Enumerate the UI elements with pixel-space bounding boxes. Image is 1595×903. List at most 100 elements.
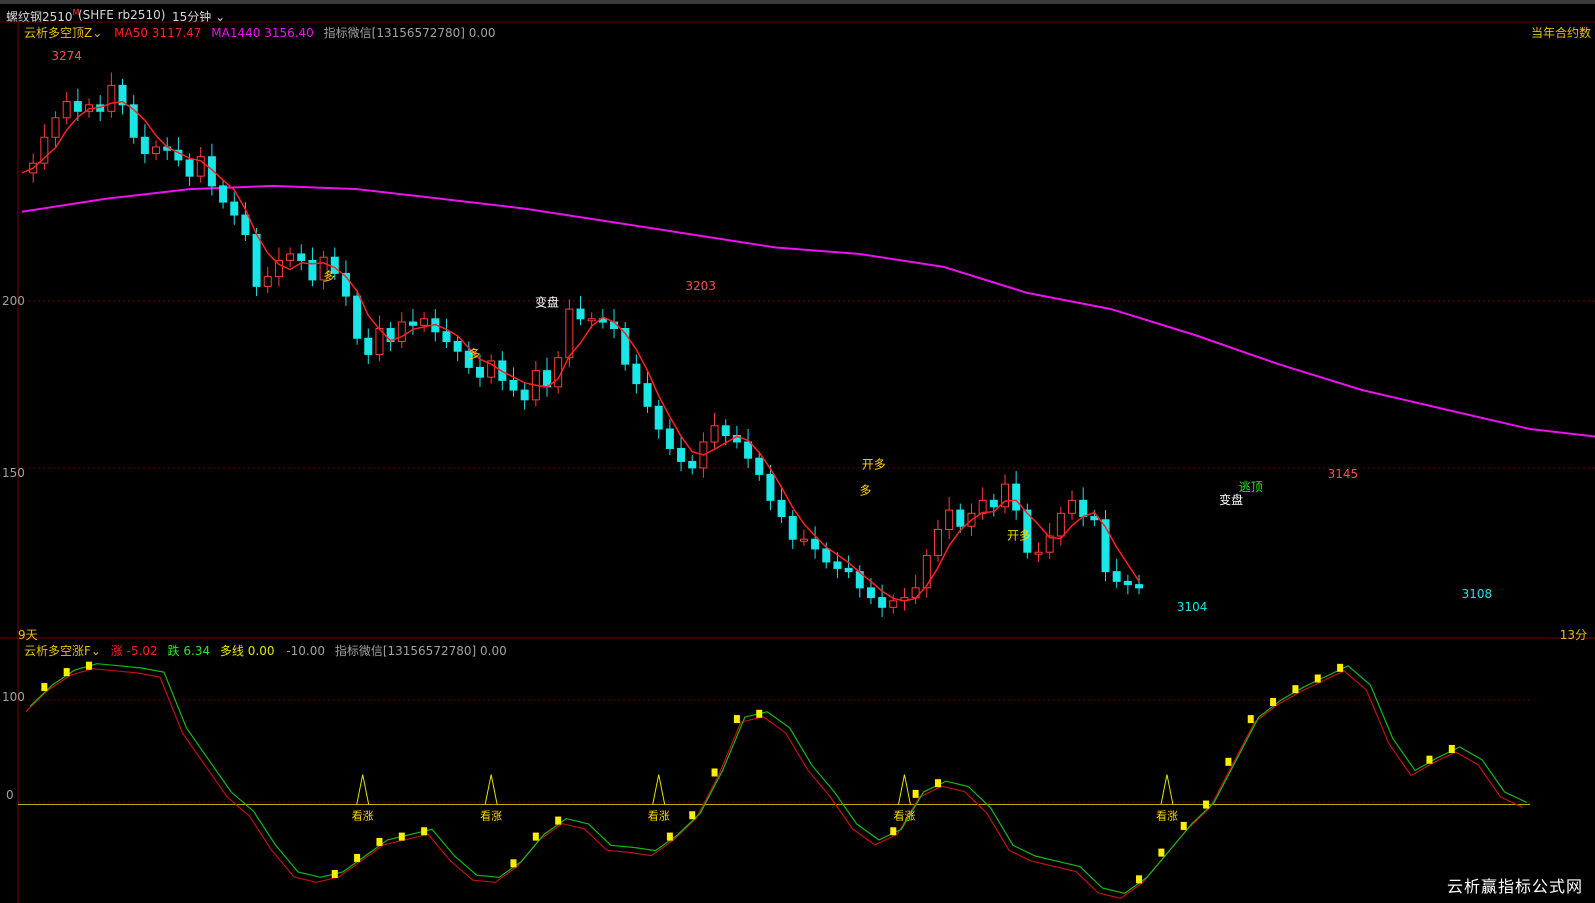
rise-block <box>1270 698 1277 706</box>
candle <box>1112 558 1121 588</box>
candle-body-down <box>1123 580 1132 586</box>
rise-block <box>555 816 562 825</box>
candle-body-down <box>308 259 317 281</box>
candle-body-up <box>40 136 49 164</box>
candle-body-down <box>207 156 216 187</box>
candle <box>632 354 641 394</box>
candle-body-down <box>1135 584 1144 589</box>
candle-body-down <box>766 473 775 501</box>
rise-block <box>1180 821 1187 830</box>
candle-body-up <box>286 253 295 261</box>
rise-label: 涨 <box>110 644 123 658</box>
candle <box>129 95 138 144</box>
candle <box>51 111 60 147</box>
candle-body-up <box>933 529 942 556</box>
fall-line <box>29 663 1528 894</box>
rise-block <box>711 768 718 777</box>
candle-body-down <box>866 587 875 599</box>
sub-indicator-legend: 云析多空涨F⌄ 涨 -5.02 跌 6.34 多线 0.00 -10.00 指标… <box>24 642 507 659</box>
candle <box>319 250 328 290</box>
main-indicator-name[interactable]: 云析多空顶Z <box>24 26 93 40</box>
candle <box>677 435 686 472</box>
period-selector[interactable]: 15分钟 ⌄ <box>172 8 225 25</box>
rise-block <box>1314 674 1321 683</box>
candle-body-up <box>263 276 272 287</box>
candle <box>1068 490 1077 520</box>
price-annotation: 3274 <box>51 49 82 63</box>
candle-body-down <box>1023 509 1032 553</box>
candle-body-up <box>945 509 954 531</box>
rise-block <box>890 827 897 836</box>
candle <box>230 192 239 225</box>
candle <box>509 367 518 397</box>
exchange-code: (SHFE rb2510) <box>78 8 166 22</box>
candle <box>878 584 887 618</box>
candle-body-down <box>956 509 965 527</box>
chevron-down-icon[interactable]: ⌄ <box>90 644 101 658</box>
candle <box>1000 474 1009 514</box>
candle <box>755 451 764 481</box>
candle-body-down <box>353 295 362 339</box>
candle <box>1079 487 1088 527</box>
y-tick-200: 200 <box>2 294 25 308</box>
candle <box>710 412 719 449</box>
candle <box>688 454 697 475</box>
candle <box>945 497 954 540</box>
ma50-layer <box>21 100 1140 602</box>
candle <box>1012 471 1021 520</box>
rise-block <box>41 683 48 692</box>
candle-body-down <box>475 366 484 378</box>
price-annotation: 多 <box>468 347 480 361</box>
ma1440-label: MA1440 <box>211 26 261 40</box>
candle-body-down <box>811 538 820 550</box>
candle <box>386 322 395 352</box>
candle <box>263 266 272 293</box>
sub-indicator-name[interactable]: 云析多空涨F <box>24 644 91 658</box>
candle <box>799 529 808 546</box>
sub-wechat-note: 指标微信[13156572780] 0.00 <box>334 644 507 658</box>
rise-block <box>354 853 361 862</box>
ma50-line <box>21 100 1140 602</box>
line-value: 0.00 <box>247 644 275 658</box>
candle-body-down <box>632 363 641 385</box>
chevron-down-icon[interactable]: ⌄ <box>92 26 103 40</box>
candle-body-down <box>297 253 306 261</box>
candle <box>353 289 362 345</box>
candle-body-down <box>464 350 473 368</box>
candle-body-down <box>1012 483 1021 511</box>
price-annotation: 变盘 <box>1219 492 1243 507</box>
candle <box>766 464 775 511</box>
ma1440-line <box>21 184 1595 438</box>
candle <box>397 312 406 348</box>
rise-block <box>63 668 70 677</box>
ma50-label: MA50 <box>114 26 148 40</box>
price-annotation: 开多 <box>1007 529 1031 543</box>
candle <box>844 555 853 579</box>
candle <box>788 510 797 549</box>
ma1440-layer <box>21 184 1595 438</box>
candle-body-down <box>219 185 228 203</box>
candle-body-up <box>274 259 283 278</box>
candle-body-down <box>408 321 417 326</box>
candle <box>621 322 630 371</box>
candle <box>654 399 663 439</box>
candle-body-down <box>721 425 730 436</box>
candle-body-down <box>1101 519 1110 573</box>
candle-body-up <box>196 156 205 177</box>
rise-block <box>1292 685 1299 694</box>
symbol-name[interactable]: 螺纹钢2510M <box>6 8 79 25</box>
candle-body-down <box>129 104 138 138</box>
candle <box>297 244 306 271</box>
fall-label: 跌 <box>167 644 180 658</box>
candle-body-up <box>319 256 328 281</box>
signal-spike <box>1160 774 1174 805</box>
rise-block <box>376 837 383 846</box>
rise-block <box>689 811 696 820</box>
candle <box>62 91 71 125</box>
candle <box>152 140 161 160</box>
symbol-badge: M <box>72 8 80 17</box>
candle <box>464 341 473 374</box>
candle <box>274 247 283 287</box>
contract-note: 当年合约数 <box>1530 26 1591 40</box>
